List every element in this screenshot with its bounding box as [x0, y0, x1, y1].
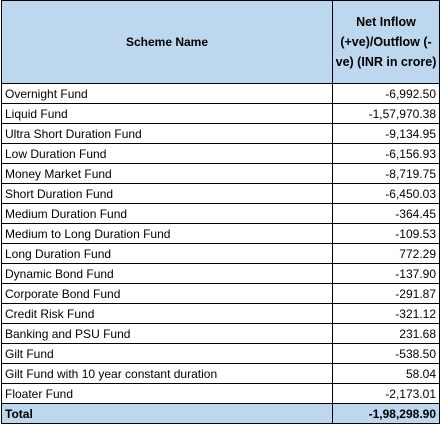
table-row: Liquid Fund -1,57,970.38 — [1, 103, 440, 124]
table-row: Gilt Fund -538.50 — [1, 343, 440, 364]
table-row: Low Duration Fund -6,156.93 — [1, 143, 440, 164]
scheme-name-cell: Long Duration Fund — [1, 243, 333, 264]
scheme-name-header: Scheme Name — [1, 0, 333, 84]
scheme-name-cell: Medium to Long Duration Fund — [1, 223, 333, 244]
net-flow-cell: 772.29 — [332, 243, 440, 264]
net-flow-cell: -6,156.93 — [332, 143, 440, 164]
scheme-name-cell: Ultra Short Duration Fund — [1, 123, 333, 144]
table-row: Floater Fund -2,173.01 — [1, 383, 440, 404]
table-row: Long Duration Fund 772.29 — [1, 243, 440, 264]
total-value: -1,98,298.90 — [332, 403, 440, 424]
net-flow-cell: -8,719.75 — [332, 163, 440, 184]
table-row: Gilt Fund with 10 year constant duration… — [1, 363, 440, 384]
net-flow-cell: -1,57,970.38 — [332, 103, 440, 124]
scheme-name-cell: Corporate Bond Fund — [1, 283, 333, 304]
scheme-name-cell: Banking and PSU Fund — [1, 323, 333, 344]
scheme-name-cell: Medium Duration Fund — [1, 203, 333, 224]
net-flow-cell: -321.12 — [332, 303, 440, 324]
net-flow-cell: -6,450.03 — [332, 183, 440, 204]
net-flow-cell: -109.53 — [332, 223, 440, 244]
table-row: Overnight Fund -6,992.50 — [1, 83, 440, 104]
table-row: Credit Risk Fund -321.12 — [1, 303, 440, 324]
scheme-name-cell: Gilt Fund with 10 year constant duration — [1, 363, 333, 384]
scheme-name-cell: Liquid Fund — [1, 103, 333, 124]
total-label: Total — [1, 403, 333, 424]
header-row: Scheme Name Net Inflow (+ve)/Outflow (-v… — [1, 0, 440, 84]
scheme-name-cell: Credit Risk Fund — [1, 303, 333, 324]
table-row: Short Duration Fund -6,450.03 — [1, 183, 440, 204]
scheme-name-cell: Floater Fund — [1, 383, 333, 404]
table-row: Banking and PSU Fund 231.68 — [1, 323, 440, 344]
scheme-name-cell: Low Duration Fund — [1, 143, 333, 164]
scheme-name-cell: Gilt Fund — [1, 343, 333, 364]
table-row: Medium Duration Fund -364.45 — [1, 203, 440, 224]
net-flow-cell: -9,134.95 — [332, 123, 440, 144]
net-flow-cell: -291.87 — [332, 283, 440, 304]
table-row: Medium to Long Duration Fund -109.53 — [1, 223, 440, 244]
net-flow-cell: -6,992.50 — [332, 83, 440, 104]
total-row: Total -1,98,298.90 — [1, 403, 440, 424]
scheme-name-cell: Dynamic Bond Fund — [1, 263, 333, 284]
net-flow-cell: -364.45 — [332, 203, 440, 224]
net-inflow-header: Net Inflow (+ve)/Outflow (-ve) (INR in c… — [332, 0, 440, 84]
table-row: Money Market Fund -8,719.75 — [1, 163, 440, 184]
table-body: Overnight Fund -6,992.50 Liquid Fund -1,57,… — [1, 83, 440, 404]
scheme-name-cell: Overnight Fund — [1, 83, 333, 104]
net-flow-cell: 58.04 — [332, 363, 440, 384]
scheme-name-cell: Short Duration Fund — [1, 183, 333, 204]
net-flow-cell: -2,173.01 — [332, 383, 440, 404]
net-flow-cell: 231.68 — [332, 323, 440, 344]
table-row: Corporate Bond Fund -291.87 — [1, 283, 440, 304]
net-flow-cell: -538.50 — [332, 343, 440, 364]
table-row: Ultra Short Duration Fund -9,134.95 — [1, 123, 440, 144]
net-flow-cell: -137.90 — [332, 263, 440, 284]
scheme-name-cell: Money Market Fund — [1, 163, 333, 184]
table-row: Dynamic Bond Fund -137.90 — [1, 263, 440, 284]
